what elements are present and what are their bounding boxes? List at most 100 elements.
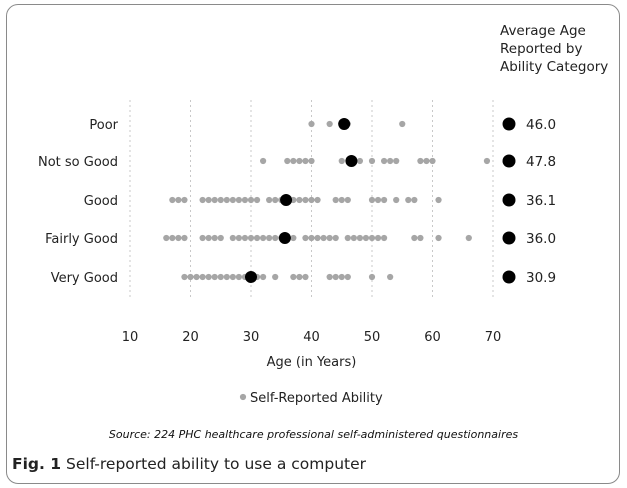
data-point xyxy=(247,196,255,204)
data-point xyxy=(247,234,255,242)
average-column-marker xyxy=(502,193,516,207)
x-tick-label: 40 xyxy=(303,330,320,345)
data-point xyxy=(417,157,424,165)
data-point xyxy=(302,196,309,204)
category-label: Poor xyxy=(89,118,118,133)
x-tick-label: 50 xyxy=(364,330,381,345)
data-point xyxy=(332,196,339,204)
data-point xyxy=(338,273,345,281)
data-point xyxy=(193,273,200,281)
data-point xyxy=(368,273,376,281)
average-column-marker xyxy=(502,154,516,168)
data-point xyxy=(217,196,224,204)
average-column-marker xyxy=(502,231,516,245)
data-point xyxy=(308,234,315,242)
data-point xyxy=(217,273,224,281)
data-point xyxy=(241,196,249,204)
data-point xyxy=(405,196,412,204)
data-point xyxy=(338,157,345,165)
data-point xyxy=(266,196,273,204)
data-point xyxy=(423,157,430,165)
data-point xyxy=(387,157,394,165)
data-point xyxy=(393,157,400,165)
data-point xyxy=(302,273,309,281)
data-point xyxy=(199,196,206,204)
average-marker xyxy=(278,232,291,244)
data-point xyxy=(302,157,309,165)
data-point xyxy=(199,273,206,281)
data-point xyxy=(241,234,249,242)
category-label: Good xyxy=(84,194,118,209)
data-point xyxy=(260,273,267,281)
x-axis-title: Age (in Years) xyxy=(267,355,357,370)
data-point xyxy=(332,273,339,281)
data-point xyxy=(411,234,418,242)
data-point xyxy=(181,273,188,281)
data-point xyxy=(266,234,273,242)
data-point xyxy=(175,196,182,204)
data-point xyxy=(465,234,472,242)
data-point xyxy=(435,196,442,204)
data-point xyxy=(399,120,406,128)
data-point xyxy=(260,234,267,242)
data-point xyxy=(314,234,321,242)
data-point xyxy=(344,196,351,204)
data-point xyxy=(187,273,194,281)
data-point xyxy=(272,196,279,204)
data-point xyxy=(411,196,418,204)
data-point xyxy=(290,157,297,165)
caption-label: Fig. 1 xyxy=(12,455,62,473)
data-point xyxy=(229,234,236,242)
data-point xyxy=(332,234,339,242)
data-point xyxy=(387,273,394,281)
data-point xyxy=(429,157,436,165)
data-point xyxy=(296,196,303,204)
data-point xyxy=(169,196,176,204)
data-point xyxy=(290,273,297,281)
average-marker xyxy=(280,194,293,206)
average-column-marker xyxy=(502,270,516,284)
data-point xyxy=(368,196,376,204)
x-tick-label: 10 xyxy=(122,330,139,345)
data-point xyxy=(308,157,315,165)
data-point xyxy=(483,157,491,165)
data-point xyxy=(320,234,327,242)
figure-caption: Fig. 1 Self-reported ability to use a co… xyxy=(12,455,366,473)
average-marker xyxy=(245,271,257,283)
data-point xyxy=(350,234,357,242)
data-point xyxy=(205,234,212,242)
x-tick-label: 60 xyxy=(424,330,441,345)
data-point xyxy=(169,234,176,242)
data-point xyxy=(199,234,206,242)
data-point xyxy=(181,234,188,242)
data-point xyxy=(205,273,212,281)
data-point xyxy=(223,196,230,204)
data-point xyxy=(381,196,388,204)
legend-marker xyxy=(239,393,247,401)
data-point xyxy=(272,273,279,281)
category-label: Not so Good xyxy=(38,155,118,170)
data-point xyxy=(235,196,242,204)
data-point xyxy=(235,273,242,281)
average-age-column-title: Average Age Reported by Ability Category xyxy=(500,23,609,75)
data-point xyxy=(163,234,170,242)
data-point xyxy=(296,157,303,165)
average-age-label: 36.0 xyxy=(526,231,556,247)
data-point xyxy=(272,234,279,242)
average-age-label: 46.0 xyxy=(526,117,556,133)
legend-label: Self-Reported Ability xyxy=(250,391,383,406)
data-point xyxy=(374,196,382,204)
category-label: Fairly Good xyxy=(45,232,118,247)
data-point xyxy=(211,196,218,204)
data-point xyxy=(229,273,236,281)
data-point xyxy=(284,157,291,165)
data-point xyxy=(381,234,388,242)
data-point xyxy=(211,234,218,242)
data-point xyxy=(356,157,363,165)
data-point xyxy=(290,234,297,242)
data-point xyxy=(326,120,333,128)
data-point xyxy=(344,273,351,281)
average-age-label: 36.1 xyxy=(526,193,556,209)
data-point xyxy=(253,196,261,204)
